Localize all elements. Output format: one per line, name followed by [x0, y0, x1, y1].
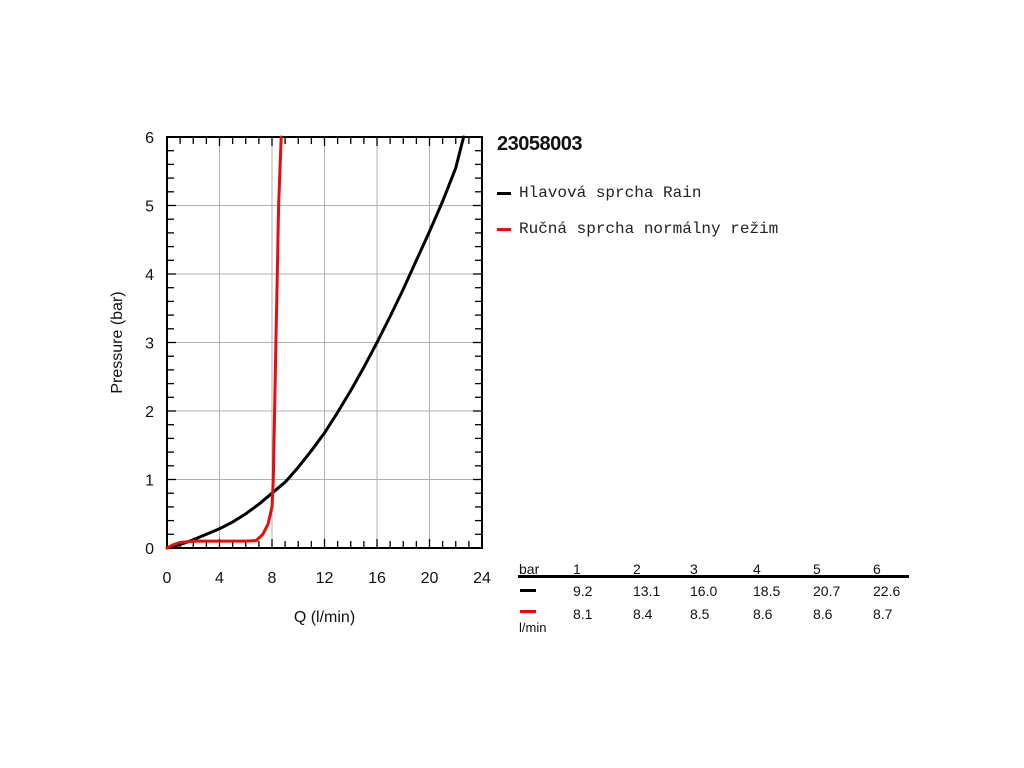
- series-layer: [165, 135, 466, 550]
- y-tick-label: 2: [145, 404, 154, 421]
- chart-grid: [167, 137, 482, 548]
- x-tick-label: 20: [421, 570, 439, 587]
- table-pressure-1: 1: [573, 561, 581, 577]
- table-cell: 8.4: [633, 606, 653, 622]
- table-cell: 16.0: [690, 583, 718, 599]
- table-cell: 20.7: [813, 583, 841, 599]
- x-tick-label: 16: [368, 570, 386, 587]
- plot-frame: [166, 136, 483, 549]
- table-pressure-3: 3: [690, 561, 698, 577]
- y-tick-label: 0: [145, 541, 154, 558]
- table-cell: 9.2: [573, 583, 593, 599]
- table-pressure-4: 4: [753, 561, 761, 577]
- legend-swatch-black: [497, 191, 511, 195]
- y-tick-label: 1: [145, 473, 154, 490]
- table-row-swatch-red: [520, 610, 536, 613]
- table-pressure-2: 2: [633, 561, 641, 577]
- series-line-2: [165, 135, 283, 550]
- chart-ticks: [167, 137, 482, 548]
- legend-label: Ručná sprcha normálny režim: [519, 220, 779, 238]
- table-header-bar: bar: [519, 561, 540, 577]
- table-cell: 8.6: [813, 606, 833, 622]
- table-divider: [518, 575, 909, 578]
- x-tick-label: 0: [163, 570, 172, 587]
- series-line-1: [165, 135, 466, 550]
- legend-item-hand: Ručná sprcha normálny režim: [497, 219, 778, 239]
- table-cell: 18.5: [753, 583, 781, 599]
- x-axis-label: Q (l/min): [294, 609, 355, 626]
- y-tick-label: 3: [145, 336, 154, 353]
- x-tick-label: 12: [316, 570, 334, 587]
- legend-item-rain: Hlavová sprcha Rain: [497, 183, 701, 203]
- y-axis-label: Pressure (bar): [109, 291, 126, 393]
- table-row-swatch-black: [520, 589, 536, 592]
- product-code: 23058003: [497, 133, 582, 155]
- table-pressure-5: 5: [813, 561, 821, 577]
- table-cell: 13.1: [633, 583, 661, 599]
- table-cell: 8.6: [753, 606, 773, 622]
- legend-label: Hlavová sprcha Rain: [519, 184, 702, 202]
- x-tick-label: 4: [215, 570, 224, 587]
- table-cell: 8.1: [573, 606, 593, 622]
- table-cell: 8.7: [873, 606, 893, 622]
- table-unit-label: l/min: [519, 620, 547, 635]
- table-cell: 8.5: [690, 606, 710, 622]
- legend-swatch-red: [497, 227, 511, 231]
- y-tick-label: 5: [145, 199, 154, 216]
- table-pressure-6: 6: [873, 561, 881, 577]
- y-tick-label: 6: [145, 130, 154, 147]
- x-tick-label: 24: [473, 570, 491, 587]
- x-tick-label: 8: [268, 570, 277, 587]
- table-cell: 22.6: [873, 583, 901, 599]
- y-tick-label: 4: [145, 267, 154, 284]
